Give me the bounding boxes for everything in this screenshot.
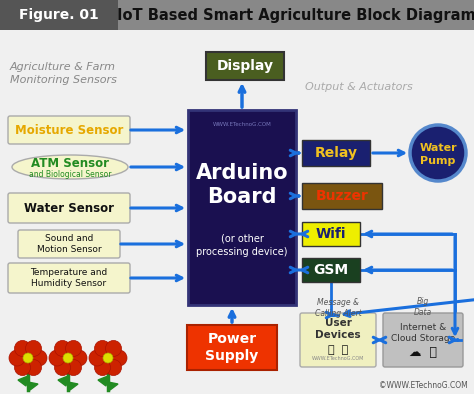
Circle shape bbox=[410, 125, 466, 181]
Text: (or other
processing device): (or other processing device) bbox=[196, 233, 288, 256]
Bar bbox=[302, 140, 370, 166]
Circle shape bbox=[55, 360, 71, 375]
Text: Relay: Relay bbox=[315, 146, 357, 160]
Circle shape bbox=[26, 360, 42, 375]
Text: ATM Sensor: ATM Sensor bbox=[31, 156, 109, 169]
Circle shape bbox=[31, 350, 47, 366]
Text: Output & Actuators: Output & Actuators bbox=[305, 82, 413, 92]
FancyBboxPatch shape bbox=[300, 313, 376, 367]
FancyBboxPatch shape bbox=[8, 263, 130, 293]
Circle shape bbox=[15, 340, 30, 357]
Text: IoT Based Smart Agriculture Block Diagram: IoT Based Smart Agriculture Block Diagra… bbox=[117, 7, 474, 22]
Text: 📱  🖥: 📱 🖥 bbox=[328, 345, 348, 355]
Circle shape bbox=[65, 340, 82, 357]
Circle shape bbox=[9, 350, 25, 366]
Text: Water: Water bbox=[419, 143, 457, 153]
Polygon shape bbox=[68, 382, 78, 390]
Circle shape bbox=[106, 340, 121, 357]
Circle shape bbox=[15, 360, 30, 375]
Circle shape bbox=[65, 360, 82, 375]
Circle shape bbox=[103, 353, 113, 363]
FancyBboxPatch shape bbox=[8, 193, 130, 223]
Circle shape bbox=[26, 340, 42, 357]
Text: Sound and
Motion Sensor: Sound and Motion Sensor bbox=[36, 234, 101, 254]
FancyBboxPatch shape bbox=[383, 313, 463, 367]
Text: WWW.ETechnoG.COM: WWW.ETechnoG.COM bbox=[213, 121, 272, 126]
Bar bbox=[0, 0, 474, 30]
Text: Wifi: Wifi bbox=[316, 227, 346, 241]
Circle shape bbox=[63, 353, 73, 363]
Polygon shape bbox=[18, 376, 28, 386]
Circle shape bbox=[106, 360, 121, 375]
Bar bbox=[187, 325, 277, 370]
Polygon shape bbox=[98, 376, 108, 386]
Circle shape bbox=[94, 340, 110, 357]
Text: Water Sensor: Water Sensor bbox=[24, 201, 114, 214]
Circle shape bbox=[55, 340, 71, 357]
Text: Power
Supply: Power Supply bbox=[205, 332, 259, 363]
Text: Message &
Calling Alert: Message & Calling Alert bbox=[315, 298, 361, 318]
Text: ☁  🗄: ☁ 🗄 bbox=[409, 346, 437, 359]
Text: Agriculture & Farm
Monitoring Sensors: Agriculture & Farm Monitoring Sensors bbox=[10, 62, 117, 85]
Polygon shape bbox=[108, 382, 118, 390]
Text: ©WWW.ETechnoG.COM: ©WWW.ETechnoG.COM bbox=[379, 381, 468, 390]
Text: and Biological Sensor: and Biological Sensor bbox=[29, 169, 111, 178]
Text: Moisture Sensor: Moisture Sensor bbox=[15, 123, 123, 136]
Bar bbox=[302, 222, 360, 246]
Circle shape bbox=[23, 353, 33, 363]
Bar bbox=[0, 0, 118, 30]
Text: Arduino
Board: Arduino Board bbox=[196, 164, 288, 206]
Circle shape bbox=[89, 350, 105, 366]
Circle shape bbox=[111, 350, 127, 366]
Ellipse shape bbox=[12, 155, 128, 179]
Text: User
Devices: User Devices bbox=[315, 318, 361, 340]
Text: Temperature and
Humidity Sensor: Temperature and Humidity Sensor bbox=[30, 268, 108, 288]
Text: Big
Data: Big Data bbox=[414, 297, 432, 317]
Bar bbox=[302, 258, 360, 282]
Polygon shape bbox=[58, 376, 68, 386]
Bar bbox=[206, 52, 284, 80]
Circle shape bbox=[94, 360, 110, 375]
Circle shape bbox=[49, 350, 65, 366]
Text: Internet &
Cloud Storage: Internet & Cloud Storage bbox=[391, 323, 455, 343]
Text: Pump: Pump bbox=[420, 156, 456, 166]
Circle shape bbox=[71, 350, 87, 366]
Text: WWW.ETechnoG.COM: WWW.ETechnoG.COM bbox=[312, 357, 364, 362]
Polygon shape bbox=[28, 382, 38, 390]
Text: Display: Display bbox=[217, 59, 273, 73]
Text: Buzzer: Buzzer bbox=[316, 189, 368, 203]
Bar bbox=[302, 183, 382, 209]
FancyBboxPatch shape bbox=[8, 116, 130, 144]
Text: Figure. 01: Figure. 01 bbox=[19, 8, 99, 22]
Bar bbox=[188, 110, 296, 305]
FancyBboxPatch shape bbox=[18, 230, 120, 258]
Text: GSM: GSM bbox=[313, 263, 348, 277]
